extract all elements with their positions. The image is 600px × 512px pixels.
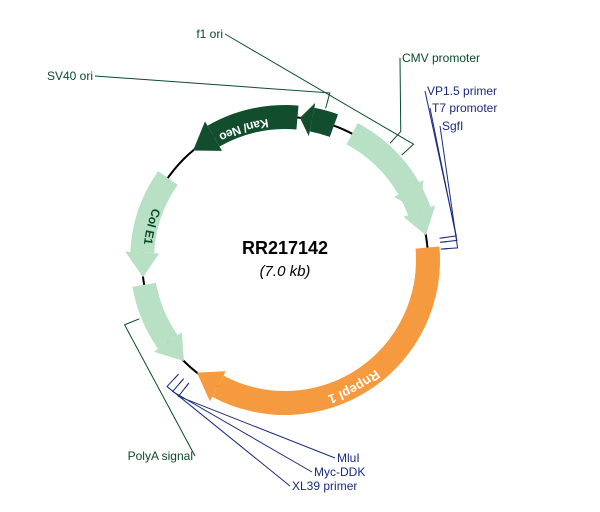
xl39-primer-label: XL39 primer (292, 479, 357, 493)
sgfi-leader (440, 126, 458, 249)
cmv-promoter-label: CMV promoter (402, 51, 480, 65)
col-e1-head (125, 252, 159, 278)
polya-signal (132, 283, 177, 349)
mlui-label: MluI (337, 451, 360, 465)
sv40-ori (310, 108, 338, 137)
sv40-ori-label: SV40 ori (47, 69, 93, 83)
t7-promoter-label: T7 promoter (432, 101, 497, 115)
plasmid-id: RR217142 (242, 238, 328, 258)
vp15-primer-label: VP1.5 primer (427, 84, 497, 98)
f1-ori-label: f1 ori (196, 27, 223, 41)
f1-ori-leader (225, 34, 414, 155)
polya-signal-label: PolyA signal (128, 449, 193, 463)
plasmid-size: (7.0 kb) (260, 263, 311, 280)
plasmid-map: CMV promoterRnpepl 1PolyA signalCol E1Ka… (0, 0, 600, 512)
cmv-promoter-leader (390, 58, 401, 143)
f1-ori (347, 123, 420, 194)
sv40-ori-leader (95, 76, 330, 108)
rnpepl1-orf (212, 246, 440, 415)
myc-ddk-label: Myc-DDK (314, 465, 365, 479)
sgfi-label: SgfI (442, 119, 463, 133)
